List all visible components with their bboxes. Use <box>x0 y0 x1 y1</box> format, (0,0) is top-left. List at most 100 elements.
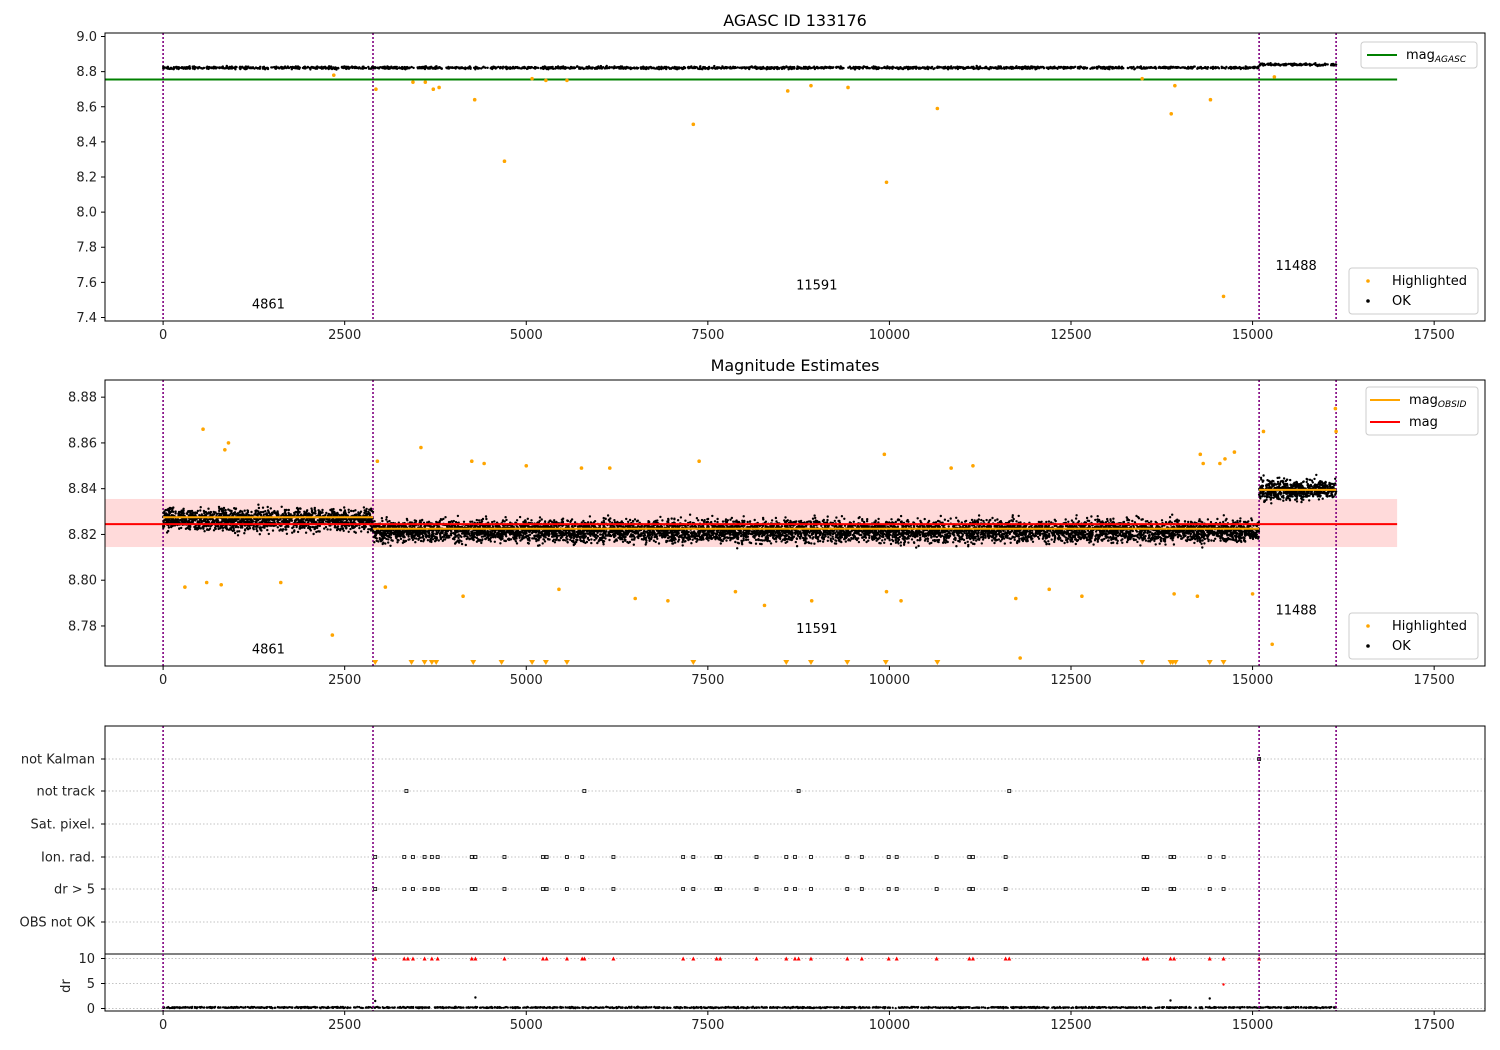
below-range-marker <box>372 660 379 665</box>
below-range-marker <box>542 660 549 665</box>
highlighted-point <box>762 603 767 608</box>
highlighted-point <box>1080 594 1084 599</box>
flag-marker <box>402 887 407 891</box>
panel-agasc-frame <box>104 32 1486 322</box>
legend-ok-swatch <box>1366 644 1370 648</box>
highlighted-point <box>1047 587 1052 592</box>
flag-marker <box>611 887 616 891</box>
highlighted-point <box>437 85 441 90</box>
panel-magnitude-legend-points: Highlighted OK <box>1348 612 1479 660</box>
dr-axis-label: dr <box>59 979 74 993</box>
flag-marker <box>845 855 850 859</box>
flag-row-label: OBS not OK <box>20 916 96 931</box>
x-tick-label: 2500 <box>328 673 361 688</box>
flag-marker <box>971 887 975 891</box>
highlighted-point <box>884 589 889 594</box>
highlighted-point <box>1195 594 1200 599</box>
below-range-marker <box>1220 660 1227 665</box>
obsid-label: 11488 <box>1275 259 1316 274</box>
dr-capped-marker <box>473 956 478 961</box>
legend-mag-agasc-label: magAGASC <box>1406 48 1467 65</box>
dr-capped-marker <box>718 956 723 961</box>
dr-capped-marker <box>1168 956 1173 961</box>
dr-capped-marker <box>681 956 686 961</box>
obsid-label: 11591 <box>796 622 837 637</box>
flag-marker <box>691 855 696 859</box>
highlighted-point <box>1250 592 1255 596</box>
y-tick-label: 9.0 <box>76 30 97 45</box>
x-tick-label: 15000 <box>1232 328 1273 343</box>
highlighted-point <box>419 445 423 450</box>
x-tick-label: 7500 <box>691 328 724 343</box>
dr-tick-label: 0 <box>87 1002 95 1017</box>
x-tick-label: 17500 <box>1413 673 1454 688</box>
highlighted-point <box>971 464 975 468</box>
below-range-marker <box>690 660 697 665</box>
y-tick-label: 8.8 <box>76 65 97 80</box>
highlighted-point <box>579 466 584 470</box>
dr-capped-marker <box>691 956 696 961</box>
flag-marker <box>422 887 427 891</box>
highlighted-point <box>1169 111 1174 116</box>
panel-magnitude-frame <box>104 379 1486 667</box>
flag-marker <box>971 855 975 859</box>
highlighted-point <box>524 464 529 468</box>
x-tick-label: 5000 <box>510 673 543 688</box>
flag-marker <box>565 855 569 859</box>
dr-capped-marker <box>894 956 899 961</box>
highlighted-point <box>411 80 415 84</box>
x-tick-label: 5000 <box>510 1018 543 1033</box>
highlighted-point <box>1223 457 1227 461</box>
dr-tick-label: 5 <box>87 977 95 992</box>
flag-marker <box>611 855 616 859</box>
flag-marker <box>886 855 891 859</box>
highlighted-point <box>666 598 670 603</box>
dr-capped-marker <box>422 956 427 961</box>
flag-marker <box>714 887 719 891</box>
flag-marker <box>859 855 864 859</box>
flag-marker <box>809 887 813 891</box>
flag-marker <box>429 887 434 891</box>
flag-marker <box>1168 887 1173 891</box>
dr-capped-marker <box>429 956 434 961</box>
dr-capped-marker <box>793 956 797 961</box>
flag-marker <box>435 855 440 859</box>
below-range-marker <box>421 660 428 665</box>
x-tick-label: 7500 <box>691 1018 724 1033</box>
flag-marker <box>1207 855 1212 859</box>
flag-marker <box>934 887 939 891</box>
flag-marker <box>1172 855 1177 859</box>
flag-marker <box>373 887 378 891</box>
flag-marker <box>422 855 427 859</box>
below-range-marker <box>1172 660 1179 665</box>
dr-capped-marker <box>714 956 719 961</box>
below-range-marker <box>807 660 814 665</box>
dr-capped-marker <box>373 956 378 961</box>
flag-marker <box>754 887 759 891</box>
dr-capped-marker <box>1141 956 1146 961</box>
highlighted-point <box>949 466 953 470</box>
dr-capped-marker <box>967 956 972 961</box>
highlighted-point <box>469 459 474 464</box>
flag-marker <box>373 855 378 859</box>
dr-capped-marker <box>886 956 891 961</box>
highlighted-point <box>502 159 507 163</box>
below-range-marker <box>1139 660 1146 665</box>
panel-magnitude-title: Magnitude Estimates <box>711 356 880 375</box>
y-tick-label: 8.80 <box>68 574 97 589</box>
legend-mag-obsid-label: magOBSID <box>1409 393 1467 410</box>
dr-capped-marker <box>845 956 850 961</box>
ok-points <box>1258 62 1338 68</box>
dr-capped-marker <box>1007 956 1012 961</box>
highlighted-point <box>846 85 850 90</box>
flag-marker <box>544 887 549 891</box>
below-range-marker <box>433 660 440 665</box>
flag-marker <box>411 887 415 891</box>
dr-capped-marker <box>754 956 759 961</box>
highlighted-point <box>1218 461 1222 466</box>
y-tick-label: 8.78 <box>68 619 97 634</box>
highlighted-point <box>1221 294 1226 299</box>
x-tick-label: 10000 <box>869 1018 910 1033</box>
flag-marker <box>473 855 478 859</box>
